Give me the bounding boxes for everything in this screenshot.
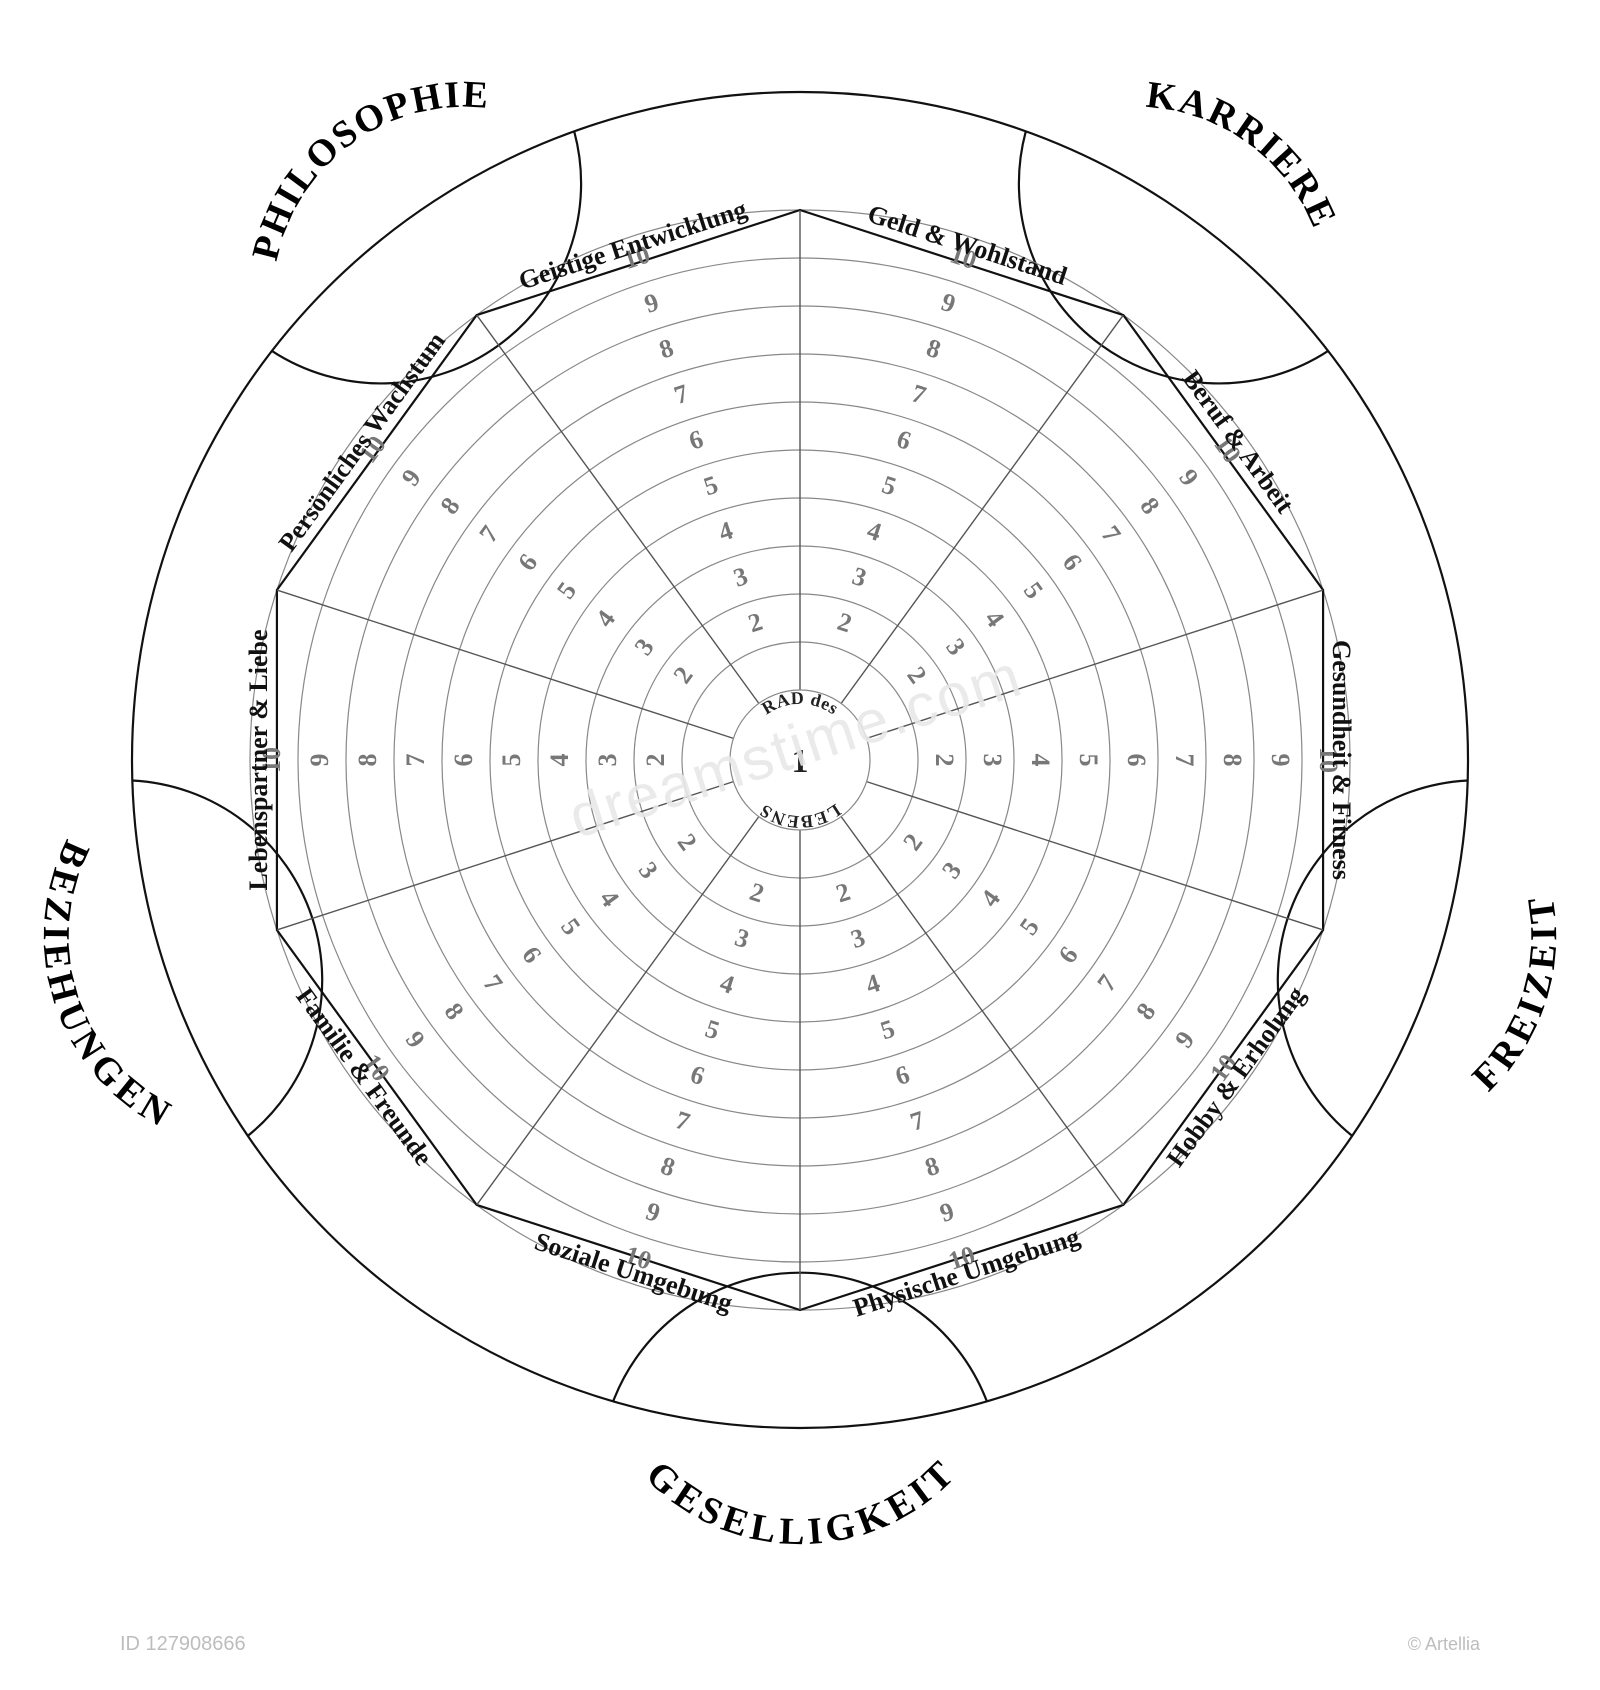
scale-number: 5 <box>1074 754 1103 767</box>
scale-number: 9 <box>1266 754 1295 767</box>
scale-number: 8 <box>353 754 382 767</box>
scale-number: 4 <box>545 754 574 767</box>
scale-number: 5 <box>497 754 526 767</box>
watermark-credit: © Artellia <box>1408 1634 1481 1654</box>
scale-number: 9 <box>305 754 334 767</box>
scale-number: 6 <box>1122 754 1151 767</box>
scale-number: 3 <box>593 754 622 767</box>
scale-number: 3 <box>978 754 1007 767</box>
watermark-id: ID 127908666 <box>120 1633 246 1655</box>
scale-number: 8 <box>1218 754 1247 767</box>
scale-number: 6 <box>449 754 478 767</box>
scale-number: 2 <box>930 754 959 767</box>
scale-number: 7 <box>1170 754 1199 767</box>
scale-number: 4 <box>1026 754 1055 767</box>
wheel-of-life-diagram: RAD desLEBENS123456789102345678910234567… <box>0 0 1600 1690</box>
segment-label: Gesundheit & Fitness <box>1327 640 1356 880</box>
segment-label: Lebenspartner & Liebe <box>244 629 273 890</box>
scale-number: 7 <box>401 754 430 767</box>
